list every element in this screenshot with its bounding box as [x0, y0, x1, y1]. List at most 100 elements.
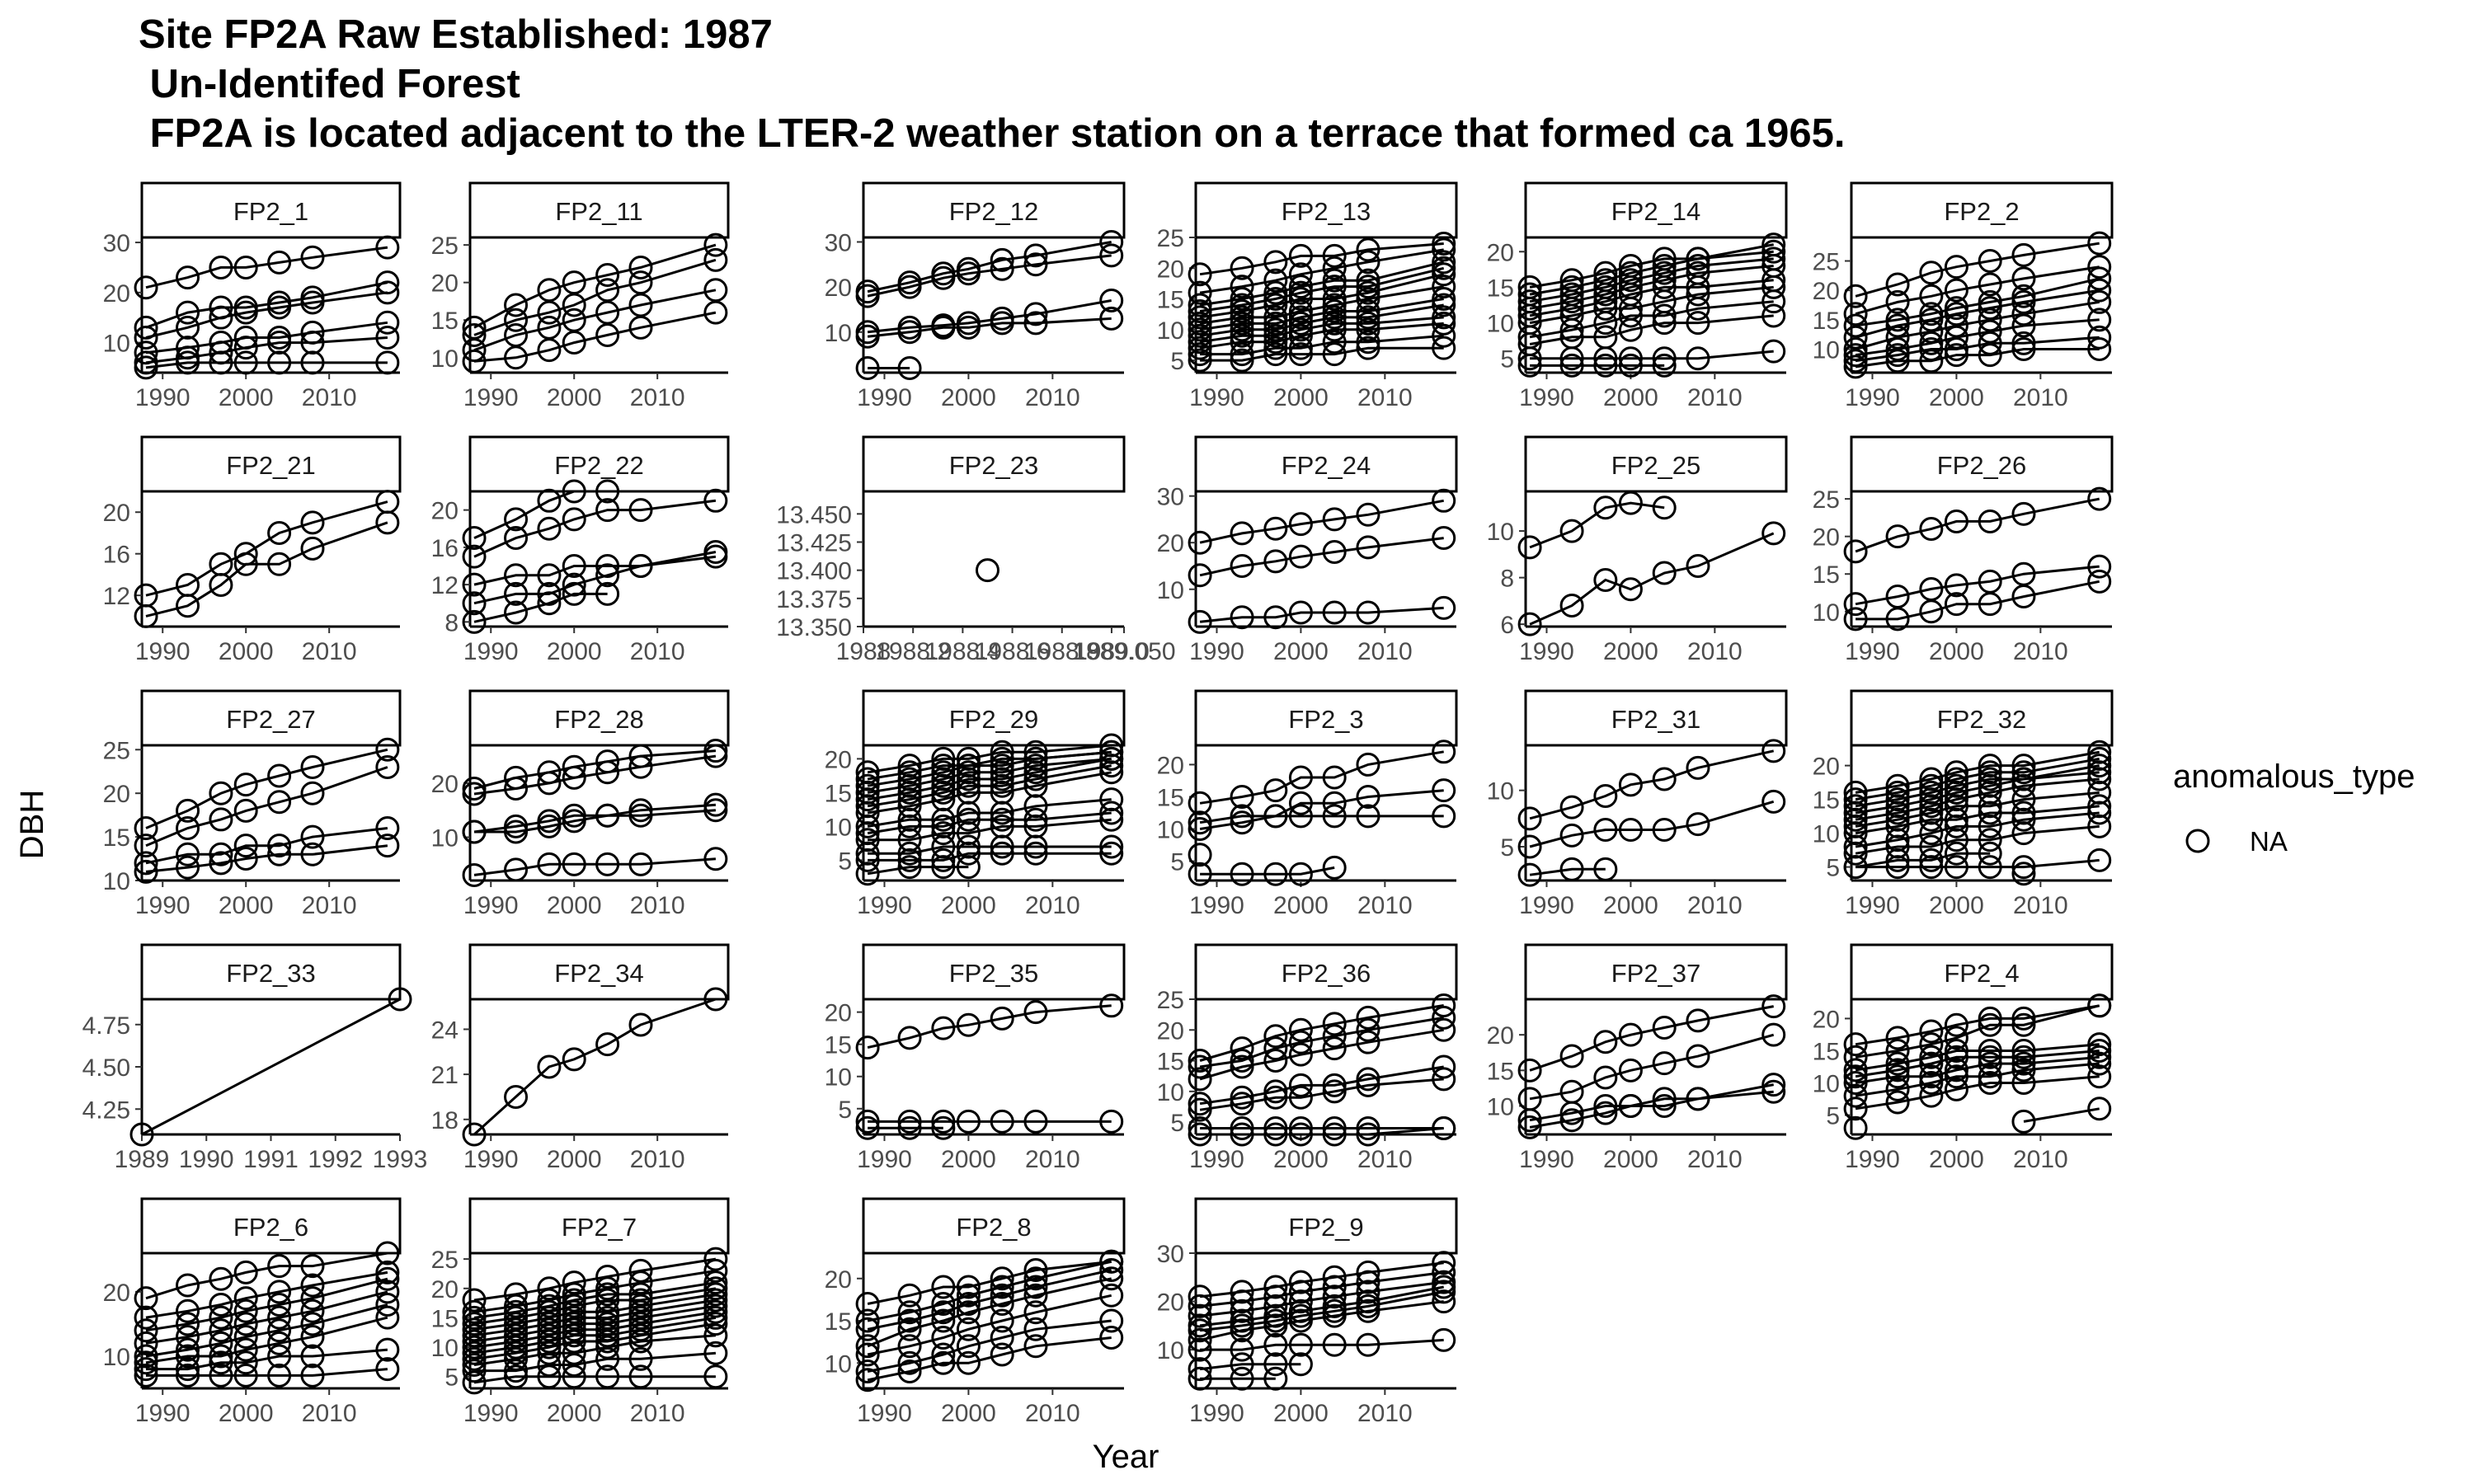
data-point — [1593, 1093, 1618, 1118]
data-point — [1356, 600, 1380, 625]
legend-title: anomalous_type — [2173, 758, 2415, 795]
data-point — [1944, 278, 1968, 303]
x-tick-label: 2000 — [941, 892, 996, 919]
data-point — [2087, 1045, 2112, 1069]
facet-strip — [1850, 689, 2114, 747]
data-point — [1230, 1049, 1254, 1073]
y-tick-label: 16 — [103, 542, 130, 569]
data-point — [703, 1364, 728, 1389]
facet-strip — [1194, 943, 1458, 1001]
data-point — [1288, 512, 1313, 537]
title-line-3: FP2A is located adjacent to the LTER-2 w… — [139, 111, 1846, 156]
data-point — [1322, 1303, 1347, 1328]
tree-series — [2011, 1097, 2112, 1134]
x-tick-label: 2000 — [219, 1400, 274, 1427]
series-line — [474, 809, 717, 834]
series-line — [867, 811, 1112, 835]
data-point — [1188, 1357, 1212, 1382]
data-point — [1322, 268, 1347, 293]
data-point — [375, 1357, 400, 1382]
series-line — [867, 1269, 1112, 1331]
data-point — [1188, 293, 1212, 317]
x-tick-label: 2000 — [1273, 638, 1329, 665]
y-tick-label: 10 — [1813, 1071, 1840, 1098]
data-point — [1517, 1087, 1542, 1111]
data-point — [897, 275, 922, 299]
data-point — [300, 1312, 325, 1336]
series-line — [1855, 1050, 2100, 1078]
y-tick-label: 20 — [431, 270, 459, 298]
y-tick-label: 25 — [431, 1247, 459, 1274]
data-point — [504, 345, 529, 370]
data-point — [1322, 342, 1347, 367]
data-point — [1288, 1017, 1313, 1042]
data-point — [233, 773, 258, 797]
series-line — [1529, 501, 1665, 549]
data-point — [1230, 810, 1254, 835]
panel-fp2-31: FP2_31 5 10 1990 2000 2010 — [1487, 689, 1788, 919]
data-point — [504, 819, 529, 844]
facet-strip — [862, 1197, 1126, 1255]
data-point — [628, 553, 653, 578]
data-point — [1322, 765, 1347, 790]
data-point — [931, 1326, 956, 1350]
data-point — [134, 355, 158, 380]
facet-strip — [140, 1197, 402, 1255]
data-point — [1432, 250, 1456, 275]
tree-series — [462, 232, 728, 340]
data-point — [1263, 323, 1288, 348]
x-tick-label: 2000 — [1929, 384, 1984, 411]
x-tick-label: 2000 — [219, 638, 274, 665]
tree-series — [855, 243, 1124, 308]
data-point — [1288, 791, 1313, 815]
y-tick-label: 10 — [1157, 817, 1184, 844]
data-point — [537, 591, 562, 616]
legend: anomalous_type NA — [2173, 758, 2415, 857]
data-point — [1188, 791, 1212, 815]
series-line — [1200, 334, 1444, 356]
series-line — [1855, 1062, 2100, 1097]
data-point — [2011, 266, 2036, 291]
y-tick-label: 10 — [1487, 311, 1514, 338]
data-point — [1288, 544, 1313, 569]
data-point — [628, 255, 653, 279]
data-point — [375, 834, 400, 858]
data-point — [537, 771, 562, 796]
data-point — [1885, 289, 1910, 314]
tree-series — [855, 855, 981, 886]
data-point — [1885, 1077, 1910, 1101]
data-point — [1263, 1085, 1288, 1110]
y-tick-label: 16 — [431, 535, 459, 562]
y-tick-label: 20 — [1813, 1006, 1840, 1033]
series-line — [145, 766, 388, 848]
data-point — [1288, 317, 1313, 342]
data-point — [1432, 1017, 1456, 1042]
series-line — [1199, 1004, 1444, 1062]
tree-series — [855, 801, 1124, 846]
data-point — [134, 851, 158, 876]
data-point — [1356, 535, 1380, 560]
data-point — [956, 1012, 981, 1037]
data-point — [931, 265, 956, 290]
data-point — [1432, 993, 1456, 1017]
data-point — [1023, 1000, 1048, 1025]
data-point — [233, 1298, 258, 1323]
y-tick-label: 21 — [431, 1062, 459, 1089]
series-line — [1855, 1055, 2100, 1084]
tree-series — [855, 841, 1124, 872]
series-line — [867, 1004, 1112, 1050]
data-point — [1517, 806, 1542, 831]
facet-label: FP2_9 — [1288, 1213, 1363, 1242]
data-point — [703, 1247, 728, 1271]
data-point — [897, 1350, 922, 1375]
y-tick-label: 20 — [1813, 524, 1840, 552]
y-tick-label: 10 — [1157, 1337, 1184, 1364]
tree-series — [1517, 739, 1786, 831]
data-point — [855, 1368, 880, 1392]
data-point — [267, 1318, 292, 1343]
data-point — [1559, 857, 1584, 881]
panel-fp2-26: FP2_26 10 15 20 25 1990 2000 2010 — [1813, 435, 2114, 665]
data-point — [1843, 1115, 1868, 1140]
data-point — [267, 350, 292, 375]
series-line — [473, 803, 717, 834]
